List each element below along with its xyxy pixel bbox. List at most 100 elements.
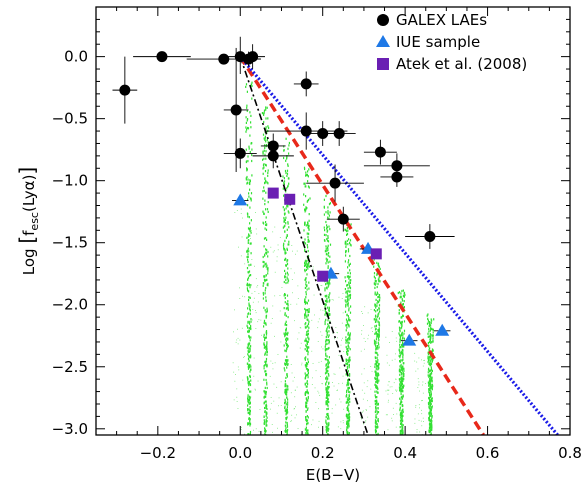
green-model-point	[248, 364, 250, 367]
green-model-point	[294, 389, 296, 391]
green-model-point	[429, 379, 431, 382]
green-model-point	[262, 293, 265, 296]
green-model-point	[248, 181, 251, 185]
green-model-point	[400, 292, 402, 295]
green-model-point	[391, 420, 393, 422]
green-model-point	[327, 248, 329, 251]
green-model-point	[267, 182, 269, 185]
green-model-point	[287, 273, 289, 276]
green-model-point	[346, 367, 349, 370]
green-model-point	[399, 409, 401, 412]
green-model-point	[305, 406, 307, 409]
green-model-point	[307, 314, 309, 317]
green-model-point	[268, 126, 270, 129]
green-model-point	[284, 369, 286, 372]
green-model-point	[265, 262, 267, 265]
green-model-point	[341, 359, 343, 361]
green-model-point	[265, 223, 267, 226]
green-model-point	[427, 313, 429, 316]
green-model-point	[349, 400, 351, 403]
green-model-point	[308, 232, 310, 235]
green-model-point	[263, 401, 265, 404]
green-model-point	[401, 404, 403, 408]
green-model-point	[401, 369, 403, 372]
green-model-point	[238, 246, 239, 248]
green-model-point	[375, 372, 377, 375]
green-model-point	[265, 216, 267, 219]
green-model-point	[237, 366, 239, 368]
green-model-point	[308, 226, 310, 229]
green-model-point	[346, 290, 348, 293]
green-model-point	[401, 418, 403, 421]
green-model-point	[233, 331, 234, 333]
green-model-point	[253, 375, 255, 377]
green-model-point	[402, 334, 404, 337]
green-model-point	[306, 423, 308, 426]
green-model-point	[346, 230, 348, 233]
green-model-point	[256, 233, 258, 235]
green-model-point	[347, 297, 349, 300]
green-model-point	[376, 376, 378, 379]
green-model-point	[431, 419, 433, 423]
green-model-point	[249, 348, 251, 351]
green-model-point	[287, 338, 289, 341]
green-model-point	[307, 308, 309, 312]
green-model-point	[306, 391, 308, 394]
green-model-point	[403, 300, 405, 303]
green-model-point	[255, 228, 257, 230]
data-point	[391, 160, 403, 172]
green-model-strip	[311, 194, 332, 435]
green-model-point	[285, 264, 287, 267]
green-model-point	[346, 384, 348, 387]
green-model-point	[392, 407, 394, 409]
green-model-point	[325, 377, 327, 380]
green-model-point	[399, 360, 401, 363]
data-point	[402, 333, 417, 346]
green-model-point	[274, 362, 276, 364]
green-model-point	[304, 314, 306, 317]
green-model-point	[266, 416, 268, 419]
green-model-point	[375, 331, 377, 334]
green-model-point	[325, 352, 327, 355]
green-model-point	[348, 382, 350, 385]
green-model-point	[248, 239, 250, 242]
green-model-point	[305, 385, 307, 388]
green-model-point	[401, 299, 404, 302]
green-model-point	[263, 120, 265, 124]
green-model-point	[347, 408, 349, 411]
green-model-point	[328, 427, 330, 431]
green-model-strip	[360, 249, 381, 435]
green-model-point	[250, 336, 252, 339]
green-model-point	[400, 401, 402, 404]
green-model-point	[376, 356, 378, 359]
green-model-point	[328, 422, 330, 425]
green-model-point	[375, 280, 377, 283]
green-model-point	[286, 343, 289, 346]
green-model-point	[345, 295, 347, 298]
green-model-point	[328, 326, 330, 329]
green-model-point	[290, 268, 292, 270]
green-model-point	[307, 180, 309, 183]
green-model-point	[249, 363, 251, 367]
green-model-point	[347, 352, 349, 355]
green-model-point	[378, 276, 380, 279]
green-model-point	[248, 216, 250, 219]
green-model-point	[327, 244, 329, 247]
green-model-point	[307, 422, 309, 425]
green-model-point	[248, 145, 250, 148]
green-model-point	[290, 364, 292, 365]
green-model-point	[248, 250, 250, 253]
green-model-point	[391, 359, 393, 361]
green-model-point	[347, 347, 349, 350]
green-model-point	[378, 332, 380, 336]
green-model-point	[317, 321, 319, 323]
green-model-point	[264, 279, 266, 283]
green-model-point	[349, 275, 351, 278]
green-model-point	[286, 271, 288, 274]
green-model-point	[232, 362, 234, 364]
green-model-point	[301, 362, 303, 364]
green-model-point	[280, 405, 282, 406]
green-model-point	[248, 380, 250, 383]
green-model-point	[377, 300, 379, 303]
green-model-point	[250, 242, 252, 245]
